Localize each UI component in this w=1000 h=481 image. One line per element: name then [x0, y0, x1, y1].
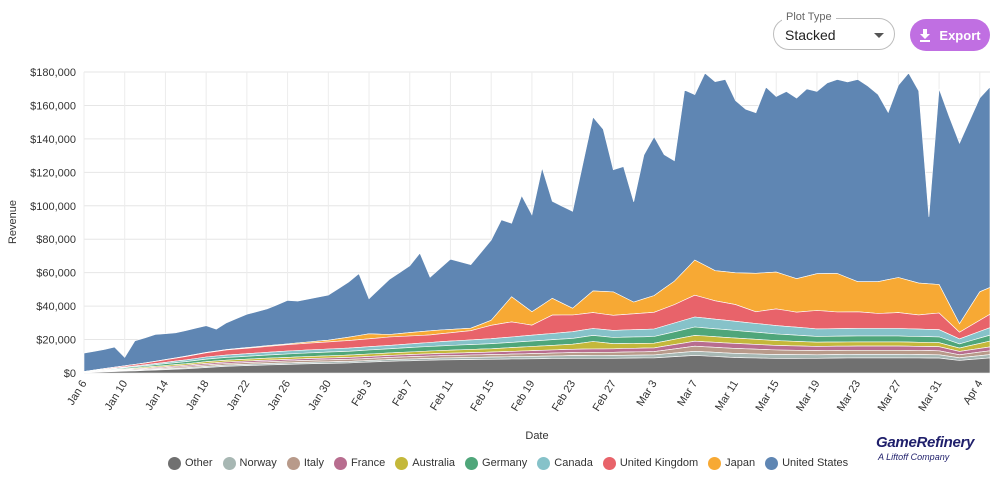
x-tick-label: Feb 3 — [349, 378, 374, 408]
legend-item-other[interactable]: Other — [168, 456, 213, 470]
x-tick-label: Jan 26 — [265, 378, 293, 412]
legend-label: Australia — [412, 457, 456, 469]
export-label: Export — [939, 27, 981, 43]
legend-swatch — [465, 456, 479, 470]
x-tick-label: Mar 3 — [635, 378, 660, 408]
y-tick-label: $80,000 — [36, 234, 76, 246]
x-tick-label: Mar 7 — [675, 378, 700, 408]
legend-swatch — [765, 456, 779, 470]
plot-type-label: Plot Type — [782, 11, 836, 23]
legend-swatch — [334, 456, 347, 470]
y-tick-label: $40,000 — [36, 301, 76, 313]
brand-tagline: A Liftoff Company — [878, 452, 950, 462]
x-tick-label: Jan 14 — [143, 378, 171, 412]
legend-label: Italy — [303, 457, 324, 469]
legend-swatch — [222, 456, 236, 470]
y-tick-label: $120,000 — [30, 167, 76, 179]
y-tick-label: $140,000 — [30, 134, 76, 146]
area-series — [83, 72, 991, 374]
x-tick-label: Jan 6 — [65, 378, 89, 407]
x-tick-label: Mar 15 — [753, 378, 781, 413]
x-tick-label: Mar 23 — [835, 378, 863, 413]
legend-label: Norway — [239, 457, 277, 469]
legend-swatch — [537, 456, 551, 470]
x-tick-label: Apr 4 — [961, 378, 985, 407]
y-tick-label: $100,000 — [30, 201, 76, 213]
x-axis: Jan 6 Jan 10 Jan 14 Jan 18 Jan 22 Jan 26 Jan 3… — [65, 378, 985, 413]
area-other[interactable] — [83, 355, 991, 374]
y-tick-label: $180,000 — [30, 67, 76, 79]
legend-item-australia[interactable]: Australia — [395, 456, 456, 470]
plot-type-select[interactable]: Plot Type Stacked — [773, 11, 895, 50]
plot-type-value: Stacked — [785, 27, 836, 43]
legend-item-japan[interactable]: Japan — [708, 456, 756, 470]
chart-legend: Other Norway Italy France Australia Germany Ca… — [168, 455, 858, 471]
x-tick-label: Feb 27 — [591, 378, 619, 413]
legend-label: Japan — [725, 457, 756, 469]
legend-label: Germany — [482, 457, 528, 469]
legend-item-united-kingdom[interactable]: United Kingdom — [602, 456, 699, 470]
x-tick-label: Feb 11 — [428, 378, 456, 413]
legend-swatch — [708, 456, 722, 470]
x-tick-label: Jan 22 — [225, 378, 253, 412]
x-tick-label: Feb 15 — [468, 378, 496, 413]
x-tick-label: Feb 23 — [550, 378, 578, 413]
x-tick-label: Mar 11 — [713, 378, 741, 413]
x-tick-label: Mar 19 — [794, 378, 822, 413]
legend-item-canada[interactable]: Canada — [537, 456, 593, 470]
legend-label: France — [351, 457, 386, 469]
x-axis-title: Date — [525, 430, 548, 442]
x-tick-label: Jan 30 — [306, 378, 334, 412]
chevron-down-icon[interactable] — [874, 33, 884, 38]
legend-item-united-states[interactable]: United States — [765, 456, 849, 470]
legend-item-france[interactable]: France — [334, 456, 386, 470]
legend-label: Other — [185, 457, 213, 469]
legend-swatch — [602, 456, 616, 470]
y-axis: $0 $20,000 $40,000 $60,000 $80,000 $100,000 $1… — [30, 67, 76, 380]
x-tick-label: Jan 18 — [184, 378, 212, 412]
legend-item-norway[interactable]: Norway — [222, 456, 277, 470]
x-tick-label: Mar 31 — [916, 378, 944, 413]
legend-item-germany[interactable]: Germany — [465, 456, 528, 470]
download-icon — [920, 28, 931, 42]
legend-swatch — [168, 456, 181, 470]
legend-label: United Kingdom — [619, 457, 699, 469]
y-tick-label: $160,000 — [30, 100, 76, 112]
export-button[interactable]: Export — [910, 19, 990, 51]
legend-item-italy[interactable]: Italy — [286, 456, 324, 470]
y-tick-label: $20,000 — [36, 335, 76, 347]
x-tick-label: Feb 7 — [390, 378, 415, 408]
y-tick-label: $0 — [64, 368, 76, 380]
brand-logo: GameRefinery A Liftoff Company — [876, 434, 974, 462]
brand-name: GameRefinery — [876, 434, 975, 451]
legend-swatch — [395, 456, 409, 470]
legend-label: Canada — [554, 457, 593, 469]
y-axis-title: Revenue — [7, 200, 19, 244]
x-tick-label: Feb 19 — [509, 378, 537, 413]
x-tick-label: Jan 10 — [103, 378, 131, 412]
legend-label: United States — [782, 457, 849, 469]
y-tick-label: $60,000 — [36, 268, 76, 280]
x-tick-label: Mar 27 — [876, 378, 904, 413]
legend-swatch — [286, 456, 300, 470]
